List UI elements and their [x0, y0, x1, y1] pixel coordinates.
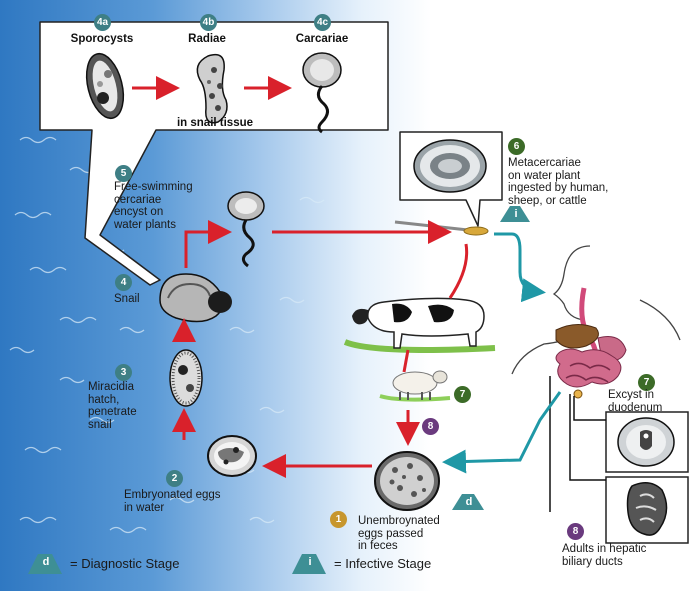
badge-4c: 4c [314, 14, 331, 31]
legend-diagnostic-symbol: d [42, 556, 50, 568]
arrow-duodenum-egg [442, 391, 562, 474]
badge-2: 2 [166, 470, 183, 487]
badge-7: 7 [638, 374, 655, 391]
legend-diagnostic-triangle [28, 554, 62, 574]
digestive-system-illustration [555, 287, 627, 399]
label-snail: Snail [114, 293, 140, 305]
legend-infective-label: = Infective Stage [334, 556, 432, 571]
badge-7-sheep: 7 [454, 386, 471, 403]
infective-marker-plant [500, 206, 530, 222]
miracidium-illustration [169, 349, 203, 407]
label-stage-2: Embryonated eggs in water [124, 489, 221, 514]
badge-4b: 4b [200, 14, 217, 31]
badge-8-livestock: 8 [422, 418, 439, 435]
arrow-plant-cow [448, 243, 469, 299]
badge-1: 1 [330, 511, 347, 528]
label-snail-tissue: in snail tissue [176, 117, 254, 129]
embryonated-egg-illustration [207, 435, 257, 477]
arrow-ingestion [494, 232, 546, 303]
badge-5: 5 [115, 165, 132, 182]
human-illustration [511, 245, 681, 375]
legend-infective-symbol: i [308, 556, 312, 568]
label-carcariae: Carcariae [295, 33, 349, 45]
cercaria-inset-illustration [302, 52, 342, 134]
cercaria-illustration [227, 191, 265, 268]
cow-illustration [343, 297, 496, 353]
badge-6: 6 [508, 138, 525, 155]
label-stage-3: Miracidia hatch, penetrate snail [88, 381, 137, 431]
snail-illustration [159, 273, 232, 323]
sheep-illustration [379, 370, 451, 402]
radiae-illustration [196, 53, 228, 124]
arrow-cow-sheep [402, 349, 410, 373]
label-stage-1: Unembroynated eggs passed in feces [358, 515, 440, 552]
diagnostic-marker-egg [452, 494, 484, 510]
legend-infective-triangle [292, 554, 326, 574]
diagnostic-marker-label: d [465, 496, 473, 508]
badge-3: 3 [115, 364, 132, 381]
unembryonated-egg-illustration [374, 451, 440, 511]
label-sporocysts: Sporocysts [70, 33, 134, 45]
excyst-inset [605, 411, 689, 473]
badge-4: 4 [115, 274, 132, 291]
label-stage-6: Metacercariae on water plant ingested by … [508, 157, 609, 207]
sporocyst-illustration [85, 52, 125, 120]
label-radiae: Radiae [188, 33, 226, 45]
adult-fluke-inset [605, 476, 689, 544]
metacercaria-illustration [413, 139, 487, 193]
arrow-snail-cercaria [184, 220, 232, 268]
infective-marker-label: i [514, 208, 518, 220]
label-stage-5: Free-swimming cercariae encyst on water pl… [114, 181, 193, 231]
label-stage-8: Adults in hepatic biliary ducts [562, 543, 647, 568]
label-stage-7: Excyst in duodenum [608, 389, 663, 414]
badge-4a: 4a [94, 14, 111, 31]
badge-8: 8 [567, 523, 584, 540]
legend-diagnostic-label: = Diagnostic Stage [70, 556, 180, 571]
